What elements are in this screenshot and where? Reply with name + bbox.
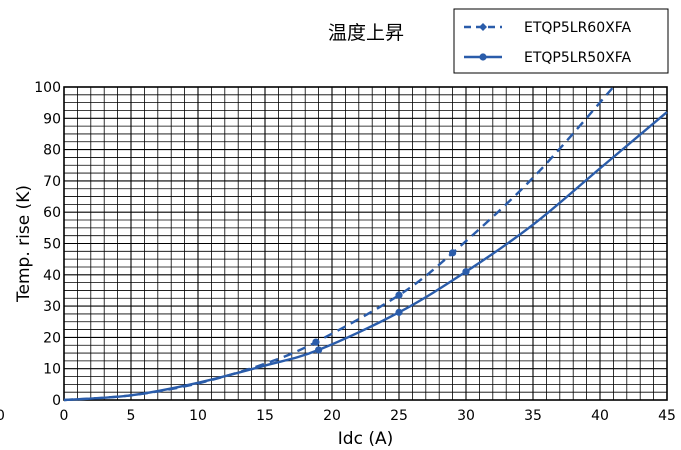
x-axis-extra-zero-label: 0 [0, 408, 5, 424]
legend-box [453, 8, 669, 74]
y-tick-label: 0 [52, 393, 61, 409]
legend: ETQP5LR60XFA ETQP5LR50XFA [453, 8, 669, 74]
series-2-marker [315, 346, 323, 354]
y-tick-label: 10 [43, 362, 61, 378]
chart-title: 温度上昇 [328, 22, 404, 44]
series-2-marker [462, 268, 470, 276]
x-tick-label: 0 [60, 408, 69, 424]
grid [64, 87, 667, 400]
x-tick-label: 15 [256, 408, 274, 424]
x-tick-label: 20 [323, 408, 341, 424]
y-tick-label: 70 [43, 174, 61, 190]
series-1-marker [395, 291, 403, 299]
y-tick-label: 100 [34, 80, 61, 96]
x-tick-label: 35 [524, 408, 542, 424]
x-tick-label: 10 [189, 408, 207, 424]
x-axis-ticks: 0 5 10 15 20 25 30 35 40 45 [60, 408, 676, 424]
series-1-marker [449, 249, 457, 257]
legend-marker-1 [479, 23, 487, 31]
y-axis-ticks: 0 10 20 30 40 50 60 70 80 90 100 [34, 80, 61, 409]
legend-label-1: ETQP5LR60XFA [524, 20, 631, 36]
legend-items: ETQP5LR60XFA ETQP5LR50XFA [464, 20, 631, 66]
x-axis-title: Idc (A) [338, 429, 393, 449]
legend-label-2: ETQP5LR50XFA [524, 50, 631, 66]
y-tick-label: 80 [43, 143, 61, 159]
series-layer [63, 86, 668, 402]
y-tick-label: 60 [43, 205, 61, 221]
series-2-marker [395, 308, 403, 316]
y-tick-label: 50 [43, 237, 61, 253]
x-tick-label: 30 [457, 408, 475, 424]
x-tick-label: 5 [127, 408, 136, 424]
legend-marker-2 [479, 53, 487, 61]
y-tick-label: 20 [43, 330, 61, 346]
y-tick-label: 40 [43, 268, 61, 284]
y-tick-label: 30 [43, 299, 61, 315]
series-line-2 [63, 111, 668, 402]
plot-frame [63, 86, 668, 401]
y-tick-label: 90 [43, 111, 61, 127]
series-1-marker [312, 338, 320, 346]
y-axis-title: Temp. rise (K) [14, 185, 34, 303]
x-tick-label: 45 [658, 408, 676, 424]
x-tick-label: 40 [591, 408, 609, 424]
x-tick-label: 25 [390, 408, 408, 424]
